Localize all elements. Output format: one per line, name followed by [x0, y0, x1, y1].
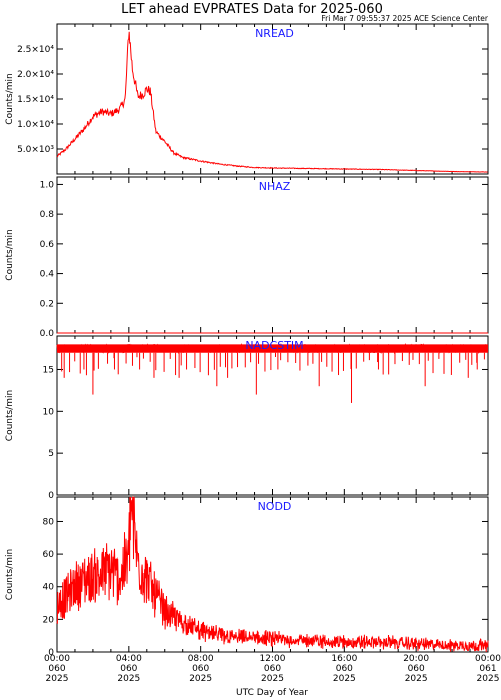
x-tick-day: 060 [408, 664, 425, 674]
panel-nadcstim: 0 5 10 15 Counts/min NADCSTIM [5, 335, 489, 501]
y-tick-label: 2.0×10⁴ [17, 70, 54, 80]
y-tick-label: 10 [43, 407, 55, 417]
x-tick-year: 2025 [261, 674, 284, 684]
panel-label: NHAZ [259, 180, 291, 193]
x-tick-time: 00:00 [44, 654, 70, 664]
chart-title: LET ahead EVPRATES Data for 2025-060 [121, 2, 383, 17]
y-axis-label: Counts/min [5, 390, 15, 441]
x-tick-year: 2025 [333, 674, 356, 684]
panel-frame [56, 335, 489, 496]
timestamp: Fri Mar 7 09:55:37 2025 ACE Science Cent… [321, 14, 489, 23]
y-tick-label: 0.8 [40, 210, 55, 220]
x-tick-year: 2025 [189, 674, 212, 684]
y-tick-label: 2.5×10⁴ [17, 45, 54, 55]
x-tick-day: 060 [264, 664, 281, 674]
panel-frame [56, 176, 489, 334]
x-axis-title: UTC Day of Year [236, 688, 308, 698]
y-axis-label: Counts/min [5, 229, 15, 280]
x-tick-year: 2025 [405, 674, 428, 684]
x-tick-day: 060 [192, 664, 209, 674]
x-tick-day: 061 [479, 664, 496, 674]
x-tick-time: 12:00 [260, 654, 286, 664]
panel-nhaz: 0.0 0.2 0.4 0.6 0.8 1.0 Counts/min NHAZ [5, 176, 489, 339]
series-nread [56, 31, 488, 173]
x-tick-day: 060 [120, 664, 137, 674]
x-tick-time: 20:00 [403, 654, 429, 664]
y-axis-label: Counts/min [5, 73, 15, 124]
x-tick-time: 08:00 [188, 654, 214, 664]
y-tick-label: 15 [43, 365, 54, 375]
panels: 5.0×10³ 1.0×10⁴ 1.5×10⁴ 2.0×10⁴ 2.5×10⁴ Count… [5, 23, 489, 658]
baseline-band [57, 344, 488, 353]
x-tick-time: 00:00 [475, 654, 501, 664]
y-tick-label: 0.4 [40, 270, 55, 280]
y-tick-label: 20 [43, 615, 55, 625]
y-tick-label: 60 [43, 550, 55, 560]
panel-nread: 5.0×10³ 1.0×10⁴ 1.5×10⁴ 2.0×10⁴ 2.5×10⁴ Count… [5, 23, 489, 175]
panel-frame [56, 23, 489, 175]
x-tick-year: 2025 [117, 674, 140, 684]
panel-nodd: 0 20 40 60 80 Counts/min NODD [5, 496, 489, 658]
y-tick-label: 0 [48, 491, 54, 501]
y-tick-label: 0 [48, 648, 54, 658]
y-axis-label: Counts/min [5, 549, 15, 600]
x-tick-time: 04:00 [116, 654, 142, 664]
x-tick-day: 060 [48, 664, 65, 674]
y-tick-label: 40 [43, 583, 55, 593]
y-tick-label: 1.0×10⁴ [17, 120, 54, 130]
y-tick-label: 0.0 [40, 329, 55, 339]
y-tick-label: 0.6 [40, 240, 55, 250]
series-nodd [56, 496, 489, 653]
x-tick-day: 060 [336, 664, 353, 674]
x-tick-time: 16:00 [331, 654, 357, 664]
y-tick-label: 5.0×10³ [17, 145, 54, 155]
y-tick-label: 80 [43, 517, 55, 527]
y-tick-label: 1.5×10⁴ [17, 95, 54, 105]
y-tick-label: 5 [48, 449, 54, 459]
panel-label: NADCSTIM [245, 339, 303, 352]
panel-label: NREAD [255, 27, 294, 40]
x-axis: 00:00060202504:00060202508:00060202512:0… [44, 654, 501, 684]
x-tick-year: 2025 [46, 674, 69, 684]
y-tick-label: 0.2 [40, 299, 54, 309]
x-tick-year: 2025 [477, 674, 500, 684]
y-tick-label: 1.0 [40, 180, 55, 190]
panel-label: NODD [258, 500, 292, 513]
